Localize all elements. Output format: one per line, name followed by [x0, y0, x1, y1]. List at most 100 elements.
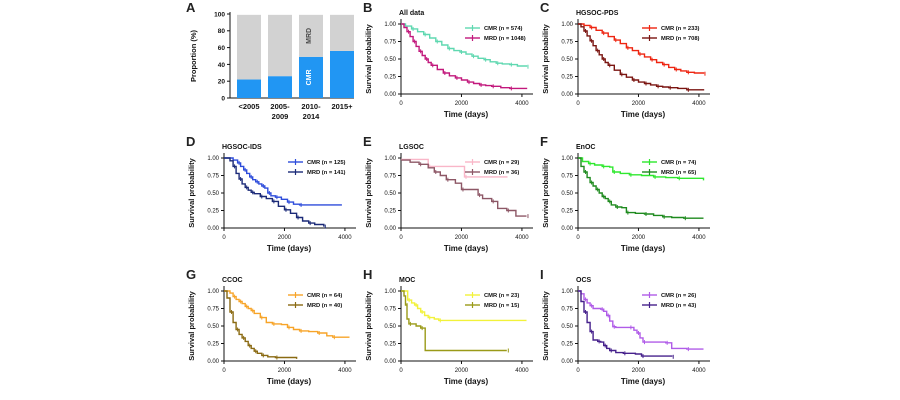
- y-axis-label: Survival probability: [541, 290, 550, 360]
- x-tick-label: 4000: [515, 101, 529, 107]
- panel-letter-C: C: [540, 0, 550, 15]
- y-tick-label: 0.75: [207, 174, 219, 180]
- bar-segment-mrd: [237, 14, 261, 80]
- panel-title: OCS: [576, 277, 592, 284]
- x-tick-label: 4000: [692, 368, 706, 374]
- x-tick-label: 2000: [632, 368, 646, 374]
- x-tick-label: 4000: [338, 368, 352, 374]
- x-tick-label: 0: [576, 368, 580, 374]
- y-tick-label: 0.50: [207, 324, 219, 330]
- km-chart-hgsoc-ids: HGSOC-IDS 0.00 0.25 0.50 0.75 1.00 0 2000 4000 Su…: [187, 144, 356, 253]
- legend-label: MRD (n = 15): [484, 303, 519, 309]
- panel-letter-D: D: [186, 134, 196, 149]
- bar-segment-cmr: [330, 50, 354, 98]
- panel-B: B All data 0.00 0.25 0.50 0.75 1.00 0 2000 4000 S…: [361, 0, 538, 134]
- panel-title: EnOC: [576, 144, 595, 151]
- panel-title: All data: [399, 10, 424, 17]
- legend-label: CMR (n = 125): [307, 160, 346, 166]
- panel-E: E LGSOC 0.00 0.25 0.50 0.75 1.00 0 2000 4000 Surv…: [361, 134, 538, 267]
- x-axis-label: Time (days): [267, 244, 312, 253]
- panel-letter-B: B: [363, 0, 373, 15]
- y-tick-label: 0.25: [561, 75, 573, 81]
- km-curve-mrd: [401, 159, 527, 217]
- panel-title: HGSOC-IDS: [222, 144, 262, 151]
- x-tick-label: 0: [399, 235, 403, 241]
- y-axis-label: Survival probability: [187, 157, 196, 227]
- km-curve-mrd: [578, 23, 705, 91]
- km-chart-lgsoc: LGSOC 0.00 0.25 0.50 0.75 1.00 0 2000 4000 Surviv…: [364, 144, 533, 253]
- y-axis-label: Survival probability: [364, 157, 373, 227]
- legend-label: MRD (n = 141): [307, 170, 346, 176]
- y-tick-label: 0.75: [561, 174, 573, 180]
- y-tick-label: 0.00: [207, 226, 219, 232]
- bar-segment-cmr: [268, 76, 292, 98]
- x-axis-label: Time (days): [621, 244, 666, 253]
- km-curve-cmr: [578, 290, 704, 350]
- bar-chart-treatment-era: 0 20 40 60 80 100 Proportion (%) <2005 2005-2009…: [189, 11, 354, 121]
- y-tick-label: 0.50: [207, 191, 219, 197]
- legend-label: CMR (n = 29): [484, 160, 519, 166]
- x-category-label: 2009: [272, 112, 289, 121]
- legend-label: MRD (n = 36): [484, 170, 519, 176]
- km-curve-mrd: [224, 157, 325, 227]
- y-tick-label: 0.25: [561, 209, 573, 215]
- panel-I: I OCS 0.00 0.25 0.50 0.75 1.00 0 2000 4000 Surviv…: [538, 267, 715, 400]
- bar-segment-cmr: [299, 56, 323, 98]
- km-chart-ccoc: CCOC 0.00 0.25 0.50 0.75 1.00 0 2000 4000 Surviva…: [187, 277, 356, 386]
- y-tick-label: 20: [218, 79, 226, 86]
- y-tick-label: 0.50: [384, 57, 396, 63]
- x-tick-label: 4000: [692, 101, 706, 107]
- y-tick-label: 0.75: [384, 307, 396, 313]
- legend-label: CMR (n = 64): [307, 293, 342, 299]
- km-curve-mrd: [578, 157, 704, 219]
- km-curve-mrd: [401, 290, 507, 352]
- y-tick-label: 0.75: [207, 307, 219, 313]
- panel-letter-A: A: [186, 0, 196, 15]
- y-tick-label: 1.00: [561, 156, 573, 162]
- bar-segment-mrd: [299, 14, 323, 57]
- y-tick-label: 0.25: [561, 342, 573, 348]
- y-axis-label: Survival probability: [541, 157, 550, 227]
- y-tick-label: 0.75: [561, 40, 573, 46]
- bar-segment-mrd: [330, 14, 354, 51]
- y-tick-label: 0.50: [561, 191, 573, 197]
- x-tick-label: 2000: [455, 101, 469, 107]
- x-axis-label: Time (days): [444, 110, 489, 119]
- x-tick-label: 2000: [632, 101, 646, 107]
- x-tick-label: 0: [222, 368, 226, 374]
- y-tick-label: 1.00: [384, 22, 396, 28]
- x-tick-label: 0: [399, 368, 403, 374]
- y-tick-label: 100: [214, 11, 225, 18]
- km-curve-mrd: [224, 290, 298, 359]
- y-tick-label: 1.00: [561, 289, 573, 295]
- km-curve-mrd: [578, 290, 673, 357]
- x-category-label: 2005-: [270, 102, 290, 111]
- x-axis-label: Time (days): [621, 377, 666, 386]
- panel-letter-F: F: [540, 134, 548, 149]
- panel-title: MOC: [399, 277, 415, 284]
- x-tick-label: 2000: [632, 235, 646, 241]
- legend-label: MRD (n = 43): [661, 303, 696, 309]
- panel-G: G CCOC 0.00 0.25 0.50 0.75 1.00 0 2000 4000 Survi…: [184, 267, 361, 400]
- bar-inner-label-cmr: CMR: [306, 69, 313, 85]
- km-curve-cmr: [224, 290, 350, 338]
- x-tick-label: 4000: [515, 368, 529, 374]
- x-tick-label: 4000: [692, 235, 706, 241]
- bar-segment-cmr: [237, 79, 261, 98]
- panel-letter-I: I: [540, 267, 544, 282]
- y-tick-label: 1.00: [561, 22, 573, 28]
- panel-letter-H: H: [363, 267, 373, 282]
- y-tick-label: 0.25: [384, 209, 396, 215]
- panel-C: C HGSOC-PDS 0.00 0.25 0.50 0.75 1.00 0 2000 4000…: [538, 0, 715, 134]
- y-axis-label: Survival probability: [364, 290, 373, 360]
- km-chart-ocs: OCS 0.00 0.25 0.50 0.75 1.00 0 2000 4000 Survival…: [541, 277, 710, 386]
- x-tick-label: 0: [576, 235, 580, 241]
- y-tick-label: 0.25: [384, 342, 396, 348]
- y-tick-label: 0.00: [384, 226, 396, 232]
- x-category-label: <2005: [238, 102, 259, 111]
- y-tick-label: 0.00: [561, 226, 573, 232]
- bar-segment-mrd: [268, 14, 292, 77]
- km-curve-cmr: [401, 23, 528, 67]
- legend-label: MRD (n = 708): [661, 36, 700, 42]
- km-curve-cmr: [578, 23, 705, 74]
